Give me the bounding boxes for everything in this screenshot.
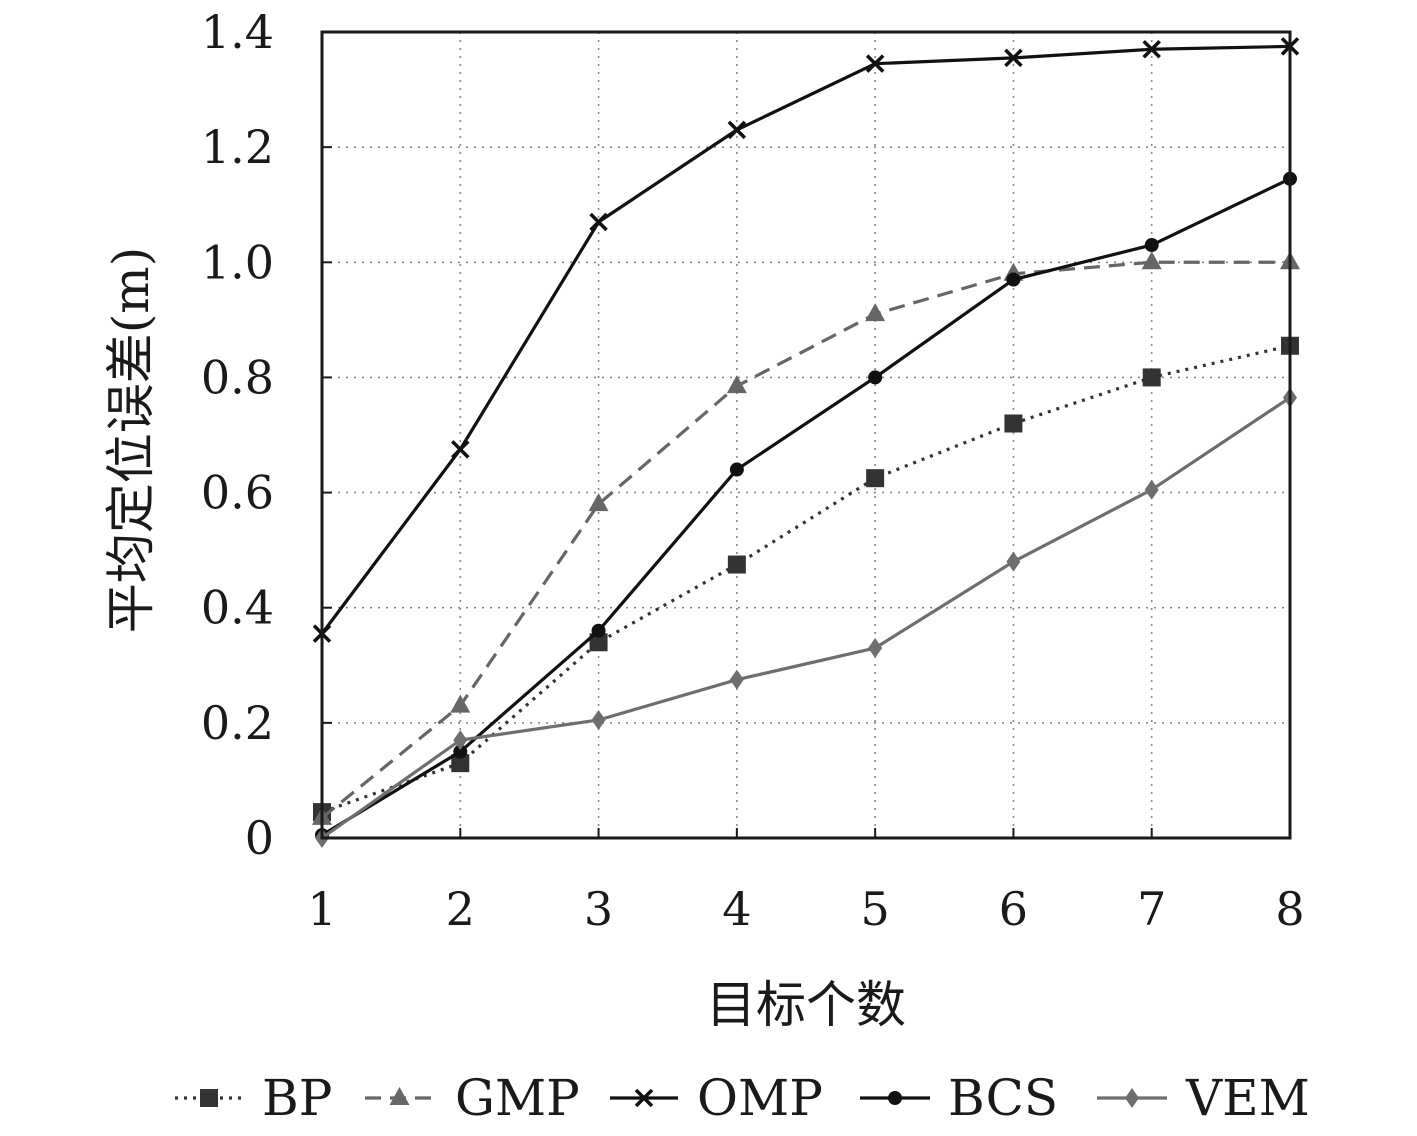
data-point-vem — [729, 669, 744, 690]
legend-label: BP — [262, 1069, 332, 1127]
x-tick-label: 2 — [446, 882, 475, 936]
data-point-omp — [589, 212, 608, 232]
legend-item-bcs: BCS — [860, 1069, 1058, 1127]
series-line-bp — [321, 344, 1291, 814]
series-line-gmp — [320, 260, 1290, 820]
data-point-gmp — [726, 375, 747, 394]
series-line-bcs — [321, 177, 1291, 837]
legend-label: VEM — [1185, 1069, 1310, 1127]
legend-label: OMP — [697, 1069, 823, 1127]
x-tick-label: 4 — [722, 882, 751, 936]
y-tick-label: 0.8 — [201, 350, 274, 404]
legend-marker — [888, 1091, 902, 1105]
data-point-bcs — [1144, 238, 1159, 253]
data-point-bcs — [453, 744, 468, 759]
data-point-bp — [727, 555, 746, 574]
data-point-omp — [1004, 48, 1023, 68]
x-tick-label: 1 — [307, 882, 336, 936]
series-line-omp — [320, 44, 1291, 635]
grid — [322, 32, 1290, 838]
x-tick-label: 5 — [861, 882, 890, 936]
legend-item-vem: VEM — [1097, 1069, 1310, 1127]
x-tick-label: 7 — [1137, 882, 1166, 936]
data-point-gmp — [1141, 251, 1162, 270]
x-axis: 1 2 3 4 5 6 7 8 — [307, 828, 1305, 936]
series-line-vem — [321, 396, 1291, 840]
y-tick-label: 0 — [245, 811, 274, 865]
y-tick-label: 1.4 — [201, 5, 274, 59]
legend-item-omp: OMP — [610, 1069, 823, 1127]
data-point-bcs — [1006, 272, 1021, 287]
series-layer — [312, 37, 1300, 848]
x-tick-label: 6 — [999, 882, 1028, 936]
legend-marker — [389, 1087, 410, 1105]
data-point-vem — [591, 709, 606, 730]
data-point-bp — [1004, 414, 1023, 433]
legend-item-gmp: GMP — [365, 1069, 580, 1127]
y-tick-label: 1.0 — [201, 235, 274, 289]
legend-item-bp: BP — [175, 1069, 332, 1127]
data-point-omp — [727, 120, 747, 140]
data-point-bp — [866, 469, 885, 488]
data-point-bcs — [591, 623, 606, 638]
data-point-vem — [453, 730, 468, 751]
y-tick-label: 1.2 — [201, 120, 274, 174]
legend-marker — [634, 1088, 654, 1108]
data-point-vem — [1144, 479, 1159, 500]
data-point-gmp — [588, 493, 609, 512]
x-tick-label: 3 — [584, 882, 613, 936]
legend-label: BCS — [948, 1069, 1058, 1127]
data-point-omp — [451, 440, 470, 459]
y-tick-label: 0.2 — [201, 696, 274, 750]
x-tick-label: 8 — [1275, 882, 1304, 936]
y-tick-label: 0.4 — [201, 581, 274, 635]
data-point-omp — [1142, 40, 1161, 59]
data-point-bp — [451, 754, 470, 773]
data-point-vem — [868, 638, 883, 659]
series-omp — [312, 37, 1300, 643]
series-vem — [315, 387, 1297, 848]
plot-frame — [320, 30, 1292, 840]
legend: BP GMP OMP BCS VEM — [175, 1069, 1310, 1127]
data-point-bp — [1142, 368, 1161, 387]
data-point-bp — [589, 633, 608, 652]
legend-marker — [1125, 1088, 1139, 1108]
data-point-bcs — [729, 462, 744, 477]
data-point-gmp — [865, 303, 886, 322]
y-axis: 0 0.2 0.4 0.6 0.8 1.0 1.2 1.4 — [201, 5, 332, 865]
data-point-bcs — [868, 370, 883, 385]
legend-label: GMP — [455, 1069, 580, 1127]
y-tick-label: 0.6 — [201, 466, 274, 520]
legend-marker — [200, 1089, 218, 1107]
data-point-vem — [1006, 551, 1021, 572]
data-point-gmp — [450, 694, 471, 713]
y-axis-title: 平均定位误差(m) — [102, 247, 160, 633]
x-axis-title: 目标个数 — [706, 976, 906, 1034]
data-point-omp — [865, 54, 885, 73]
